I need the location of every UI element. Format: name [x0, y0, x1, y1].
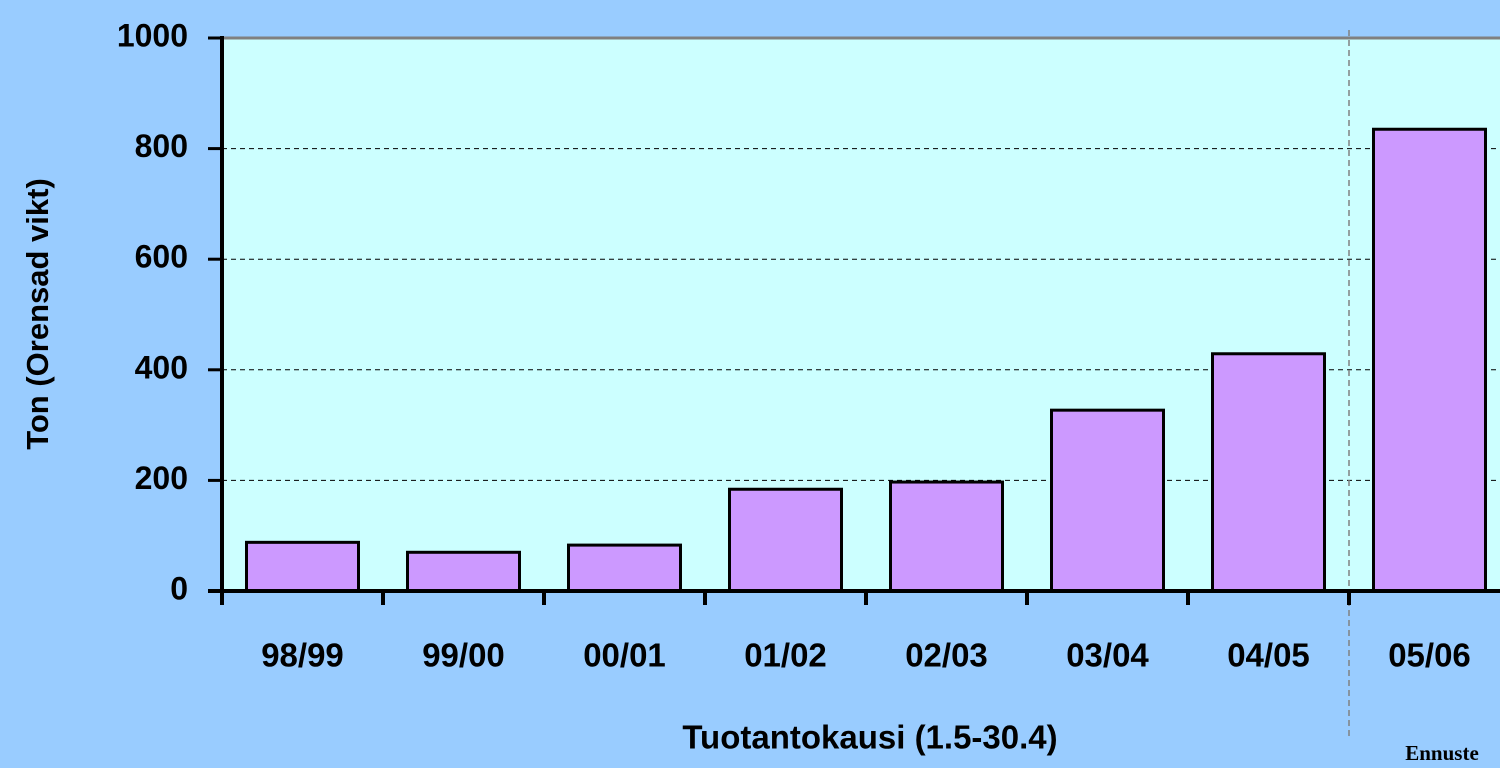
- bar: [1211, 352, 1326, 593]
- y-tick-label: 0: [170, 570, 188, 606]
- bar: [567, 543, 682, 593]
- x-tick-label: 98/99: [261, 637, 344, 674]
- y-tick-label: 200: [135, 460, 188, 496]
- x-tick-label: 99/00: [422, 637, 505, 674]
- x-tick-label: 04/05: [1227, 637, 1310, 674]
- x-tick-label: 00/01: [583, 637, 666, 674]
- bar: [889, 480, 1004, 593]
- bar: [1050, 408, 1165, 593]
- x-tick-label: 03/04: [1066, 637, 1149, 674]
- y-axis-label: Ton (Orensad vikt): [20, 178, 55, 450]
- bar: [1372, 127, 1487, 593]
- y-tick-label: 1000: [117, 17, 188, 53]
- y-tick-label: 800: [135, 128, 188, 164]
- bar: [728, 487, 843, 593]
- x-axis-label: Tuotantokausi (1.5-30.4): [682, 719, 1057, 756]
- x-tick-label: 02/03: [905, 637, 988, 674]
- bar: [406, 550, 521, 593]
- y-tick-label: 400: [135, 349, 188, 385]
- bar: [245, 540, 360, 593]
- x-tick-label: 01/02: [744, 637, 827, 674]
- annotation: Ennuste: [1405, 741, 1479, 765]
- y-tick-label: 600: [135, 239, 188, 275]
- x-tick-label: 05/06: [1388, 637, 1471, 674]
